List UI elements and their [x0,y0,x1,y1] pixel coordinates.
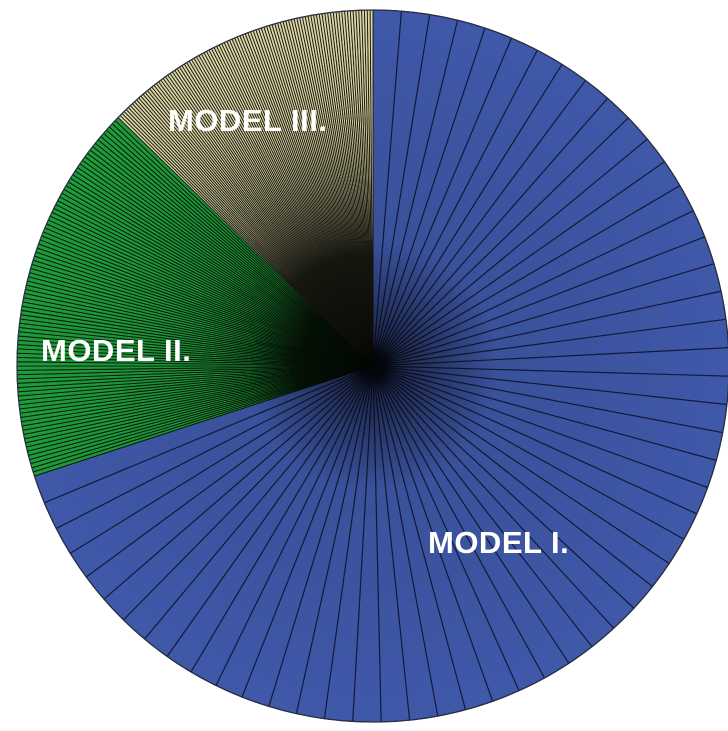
label-model-i: MODEL I. [428,525,569,560]
center-shading [17,10,728,722]
label-model-ii: MODEL II. [41,333,191,368]
label-model-iii: MODEL III. [168,103,327,138]
pie-outline [16,9,728,723]
slices-layer [16,9,728,723]
